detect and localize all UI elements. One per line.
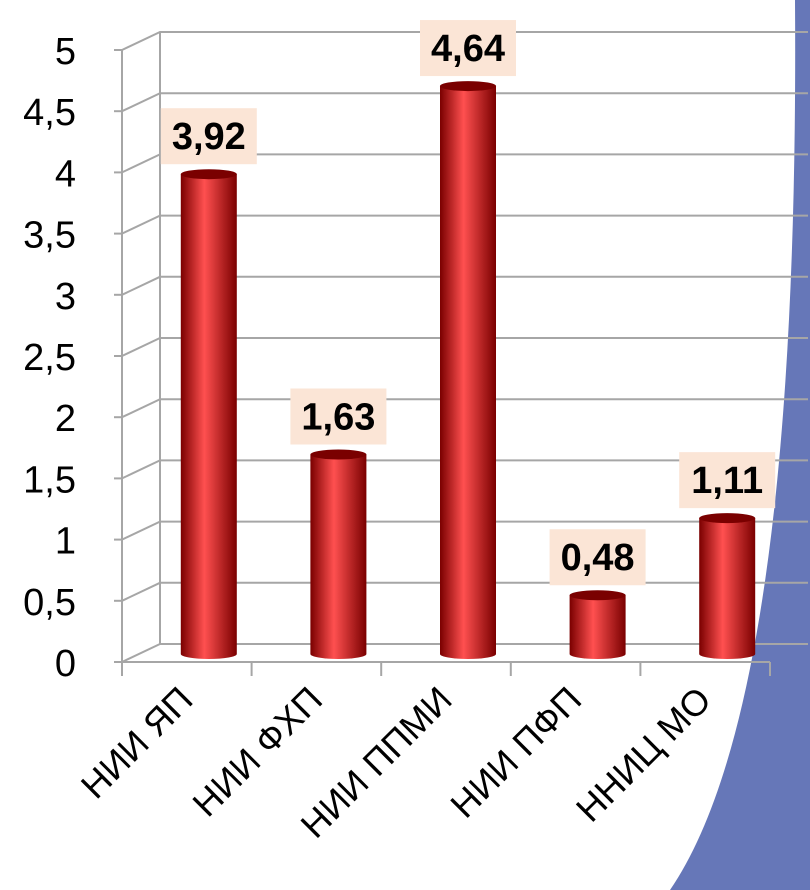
y-tick-label: 3 [55, 276, 76, 318]
bar-top [310, 449, 367, 460]
data-label-bg [679, 452, 776, 509]
gridline [121, 398, 808, 419]
bar-body [310, 454, 367, 659]
y-tick-label: 4 [55, 153, 76, 195]
bar-top [569, 590, 626, 601]
gridline [121, 275, 808, 296]
y-tick-label: 1 [55, 521, 76, 563]
x-tick-label: ННИЦ МО [568, 679, 719, 830]
gridline [121, 214, 808, 235]
data-label: 0,48 [549, 529, 646, 586]
data-label: 4,64 [420, 20, 516, 77]
bar [310, 449, 367, 659]
y-tick-label: 5 [55, 31, 76, 73]
gridline [121, 337, 808, 357]
x-tick-label: НИИ ЯП [73, 679, 201, 807]
data-label-bg [420, 20, 516, 77]
bar-body [180, 174, 237, 659]
decor-shape [670, 0, 810, 890]
bar-top [440, 81, 496, 92]
y-tick-label: 1,5 [23, 459, 76, 501]
bar-top [699, 513, 756, 524]
bar [180, 169, 237, 659]
data-label-bg [290, 388, 387, 445]
bar-body [699, 518, 756, 659]
gridline [121, 153, 808, 174]
bar-top [180, 169, 237, 180]
data-label-bg [160, 108, 257, 165]
bar-body [440, 86, 496, 659]
bar [569, 590, 626, 659]
data-label-text: 1,63 [301, 396, 375, 438]
gridline [121, 520, 808, 541]
data-label-bg [549, 529, 646, 586]
bar-body [569, 595, 626, 659]
x-tick-label: НИИ ПФП [442, 679, 589, 826]
data-label-text: 1,11 [691, 460, 763, 502]
y-tick-label: 0 [55, 643, 76, 685]
gridline [121, 31, 808, 51]
data-label: 3,92 [160, 108, 257, 165]
bar [440, 81, 496, 659]
data-label: 1,11 [679, 452, 776, 509]
y-tick-label: 2,5 [23, 337, 76, 379]
data-label-text: 4,64 [431, 28, 505, 70]
y-tick-label: 4,5 [23, 92, 76, 134]
gridline [121, 459, 808, 480]
bar [699, 513, 756, 659]
y-tick-label: 3,5 [23, 215, 76, 257]
y-tick-label: 0,5 [23, 582, 76, 624]
data-label-text: 0,48 [561, 537, 635, 579]
data-label: 1,63 [290, 388, 387, 445]
data-label-text: 3,92 [172, 116, 246, 158]
y-tick-label: 2 [55, 398, 76, 440]
gridline [121, 92, 808, 113]
